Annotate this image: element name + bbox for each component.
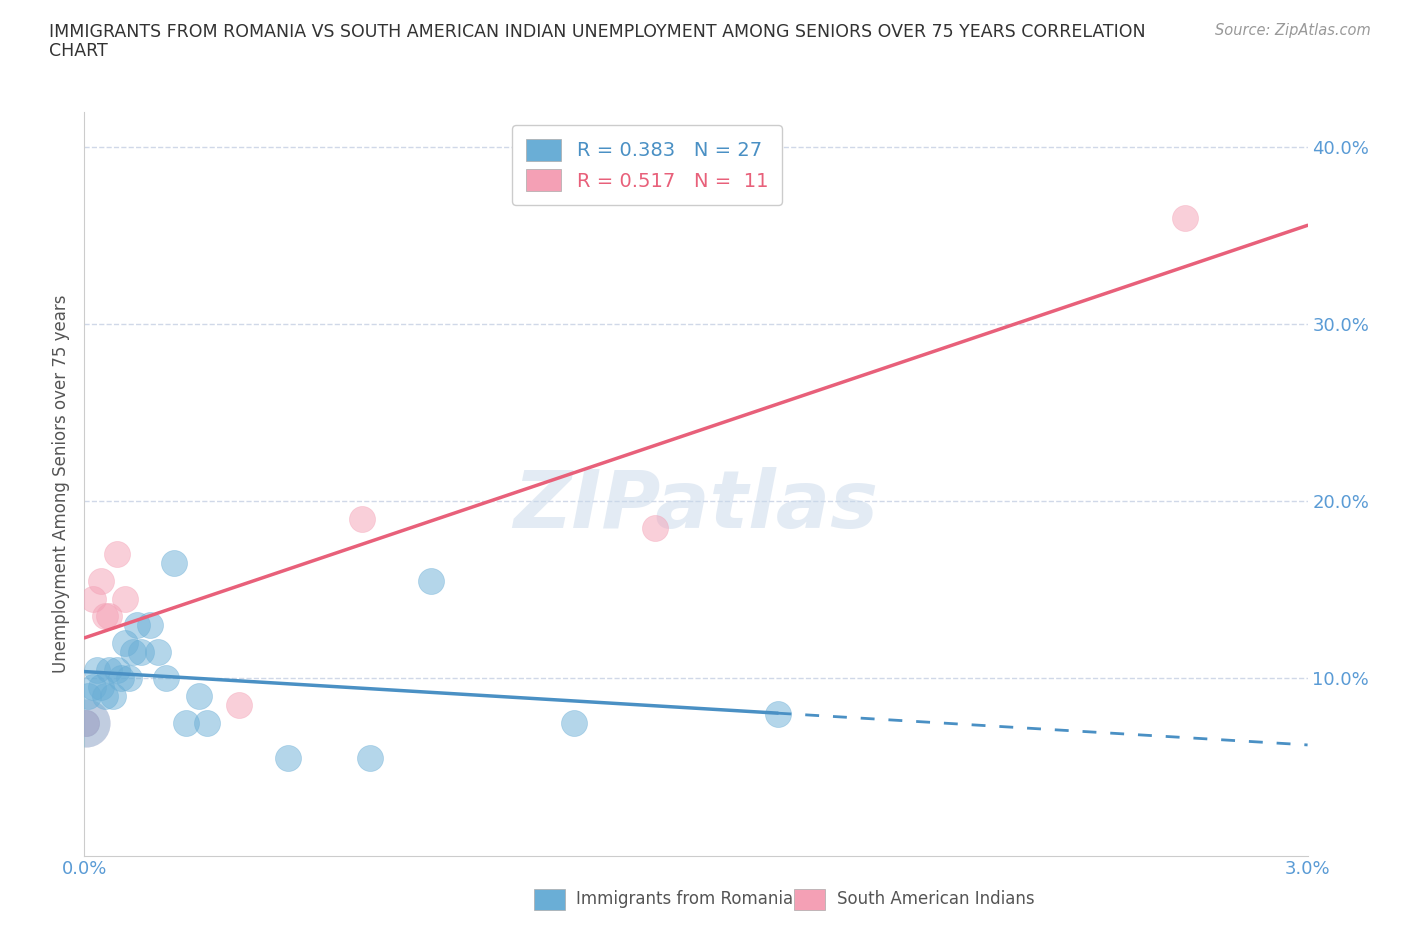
Y-axis label: Unemployment Among Seniors over 75 years: Unemployment Among Seniors over 75 years [52, 295, 70, 672]
Point [277, 751, 299, 765]
Text: ZIPatlas: ZIPatlas [513, 467, 879, 545]
Point [114, 591, 136, 606]
Point [77, 689, 100, 704]
Point [1174, 210, 1197, 225]
Point [359, 751, 381, 765]
Point [420, 574, 443, 589]
Point [350, 512, 373, 526]
Point [127, 618, 149, 632]
Point [766, 707, 789, 722]
Point [562, 715, 585, 730]
Point [75, 715, 97, 730]
Point [110, 671, 132, 686]
Point [146, 644, 169, 659]
Point [90, 680, 112, 695]
Point [75, 715, 97, 730]
Point [93, 689, 117, 704]
Point [138, 618, 160, 632]
Point [101, 689, 124, 704]
Bar [534, 889, 565, 910]
Point [163, 556, 186, 571]
Point [97, 662, 120, 677]
Point [187, 689, 209, 704]
Text: IMMIGRANTS FROM ROMANIA VS SOUTH AMERICAN INDIAN UNEMPLOYMENT AMONG SENIORS OVER: IMMIGRANTS FROM ROMANIA VS SOUTH AMERICA… [49, 23, 1146, 41]
Point [86, 662, 108, 677]
Point [75, 715, 97, 730]
Bar [794, 889, 825, 910]
Point [75, 715, 97, 730]
Point [122, 644, 145, 659]
Text: Immigrants from Romania: Immigrants from Romania [576, 890, 793, 909]
Point [82, 591, 104, 606]
Point [644, 521, 666, 536]
Point [82, 680, 104, 695]
Point [118, 671, 141, 686]
Point [176, 715, 198, 730]
Point [93, 609, 117, 624]
Text: Source: ZipAtlas.com: Source: ZipAtlas.com [1215, 23, 1371, 38]
Legend: R = 0.383   N = 27, R = 0.517   N =  11: R = 0.383 N = 27, R = 0.517 N = 11 [512, 125, 782, 205]
Point [90, 574, 112, 589]
Text: South American Indians: South American Indians [837, 890, 1035, 909]
Point [131, 644, 153, 659]
Point [97, 609, 120, 624]
Point [114, 635, 136, 650]
Point [195, 715, 218, 730]
Text: CHART: CHART [49, 42, 108, 60]
Point [105, 547, 128, 562]
Point [155, 671, 177, 686]
Point [228, 698, 250, 712]
Point [105, 662, 128, 677]
